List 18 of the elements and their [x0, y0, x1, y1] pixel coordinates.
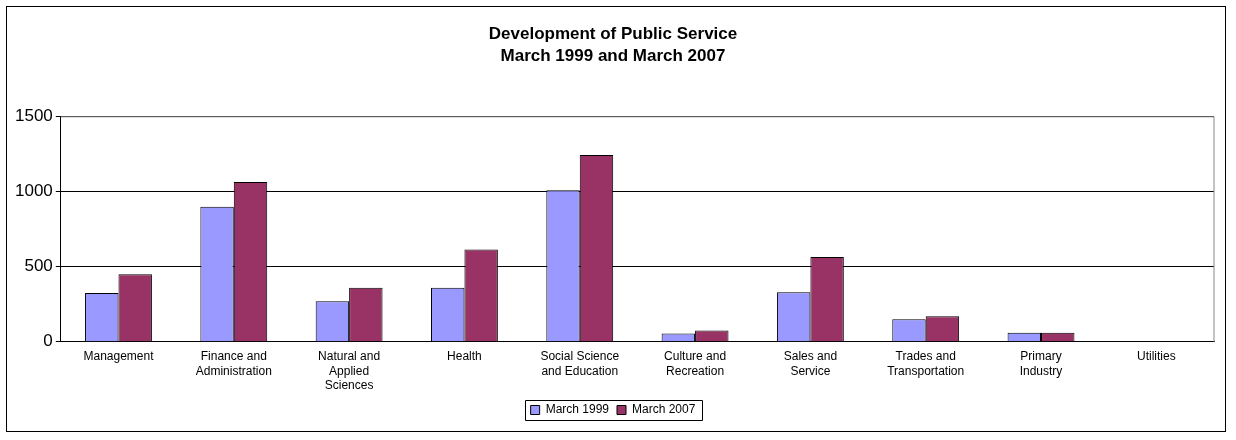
x-tick-label: Utilities	[1137, 349, 1176, 364]
y-tick-label: 0	[43, 331, 53, 351]
x-tick-label: Social Science and Education	[540, 349, 620, 378]
legend-label: March 2007	[632, 402, 696, 417]
x-tick-label: Culture and Recreation	[664, 349, 727, 378]
chart-title: Development of Public Service	[488, 23, 738, 43]
legend-label: March 1999	[545, 402, 610, 417]
y-tick-label: 1000	[14, 181, 53, 201]
x-tick-label: Management	[83, 349, 155, 364]
y-tick-label: 1500	[14, 106, 53, 126]
x-tick-label: Health	[447, 349, 482, 364]
x-tick-label: Trades and Transportation	[887, 349, 965, 378]
x-tick-label: Sales and Service	[783, 349, 838, 378]
x-tick-label: Finance and Administration	[195, 349, 272, 378]
x-tick-label: Natural and Applied Sciences	[318, 349, 381, 393]
x-tick-label: Primary Industry	[1019, 349, 1063, 378]
chart-subtitle: March 1999 and March 2007	[500, 46, 726, 66]
y-tick-label: 500	[24, 256, 53, 276]
